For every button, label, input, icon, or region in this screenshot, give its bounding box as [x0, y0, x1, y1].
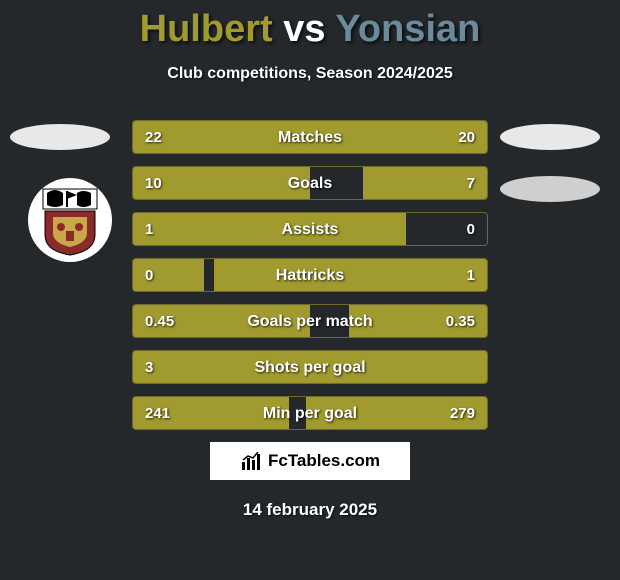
- stat-value-right: 20: [458, 121, 475, 154]
- stat-value-right: 7: [467, 167, 475, 200]
- stat-row: 0.45Goals per match0.35: [132, 304, 488, 338]
- stat-row: 3Shots per goal: [132, 350, 488, 384]
- brand-text: FcTables.com: [268, 451, 380, 471]
- player1-name: Hulbert: [140, 8, 273, 50]
- stat-row: 10Goals7: [132, 166, 488, 200]
- subtitle: Club competitions, Season 2024/2025: [0, 65, 620, 83]
- stat-value-right: 0.35: [446, 305, 475, 338]
- chart-icon: [240, 450, 262, 472]
- stat-value-right: 279: [450, 397, 475, 430]
- side-ellipse: [500, 124, 600, 150]
- crest-icon: [33, 183, 107, 257]
- side-ellipse: [500, 176, 600, 202]
- player2-name: Yonsian: [335, 8, 480, 50]
- stat-label: Assists: [133, 213, 487, 246]
- brand-logo: FcTables.com: [210, 442, 410, 480]
- side-ellipse: [10, 124, 110, 150]
- stat-label: Matches: [133, 121, 487, 154]
- stat-value-right: 0: [467, 213, 475, 246]
- stats-container: 22Matches2010Goals71Assists00Hattricks10…: [132, 120, 488, 442]
- stat-label: Min per goal: [133, 397, 487, 430]
- stat-row: 22Matches20: [132, 120, 488, 154]
- date-text: 14 february 2025: [0, 500, 620, 520]
- stat-value-right: 1: [467, 259, 475, 292]
- stat-row: 241Min per goal279: [132, 396, 488, 430]
- stat-row: 0Hattricks1: [132, 258, 488, 292]
- stat-label: Goals: [133, 167, 487, 200]
- stat-row: 1Assists0: [132, 212, 488, 246]
- stat-label: Hattricks: [133, 259, 487, 292]
- club-crest: [28, 178, 112, 262]
- stat-label: Shots per goal: [133, 351, 487, 384]
- comparison-title: Hulbert vs Yonsian: [0, 0, 620, 51]
- stat-label: Goals per match: [133, 305, 487, 338]
- vs-text: vs: [283, 8, 325, 50]
